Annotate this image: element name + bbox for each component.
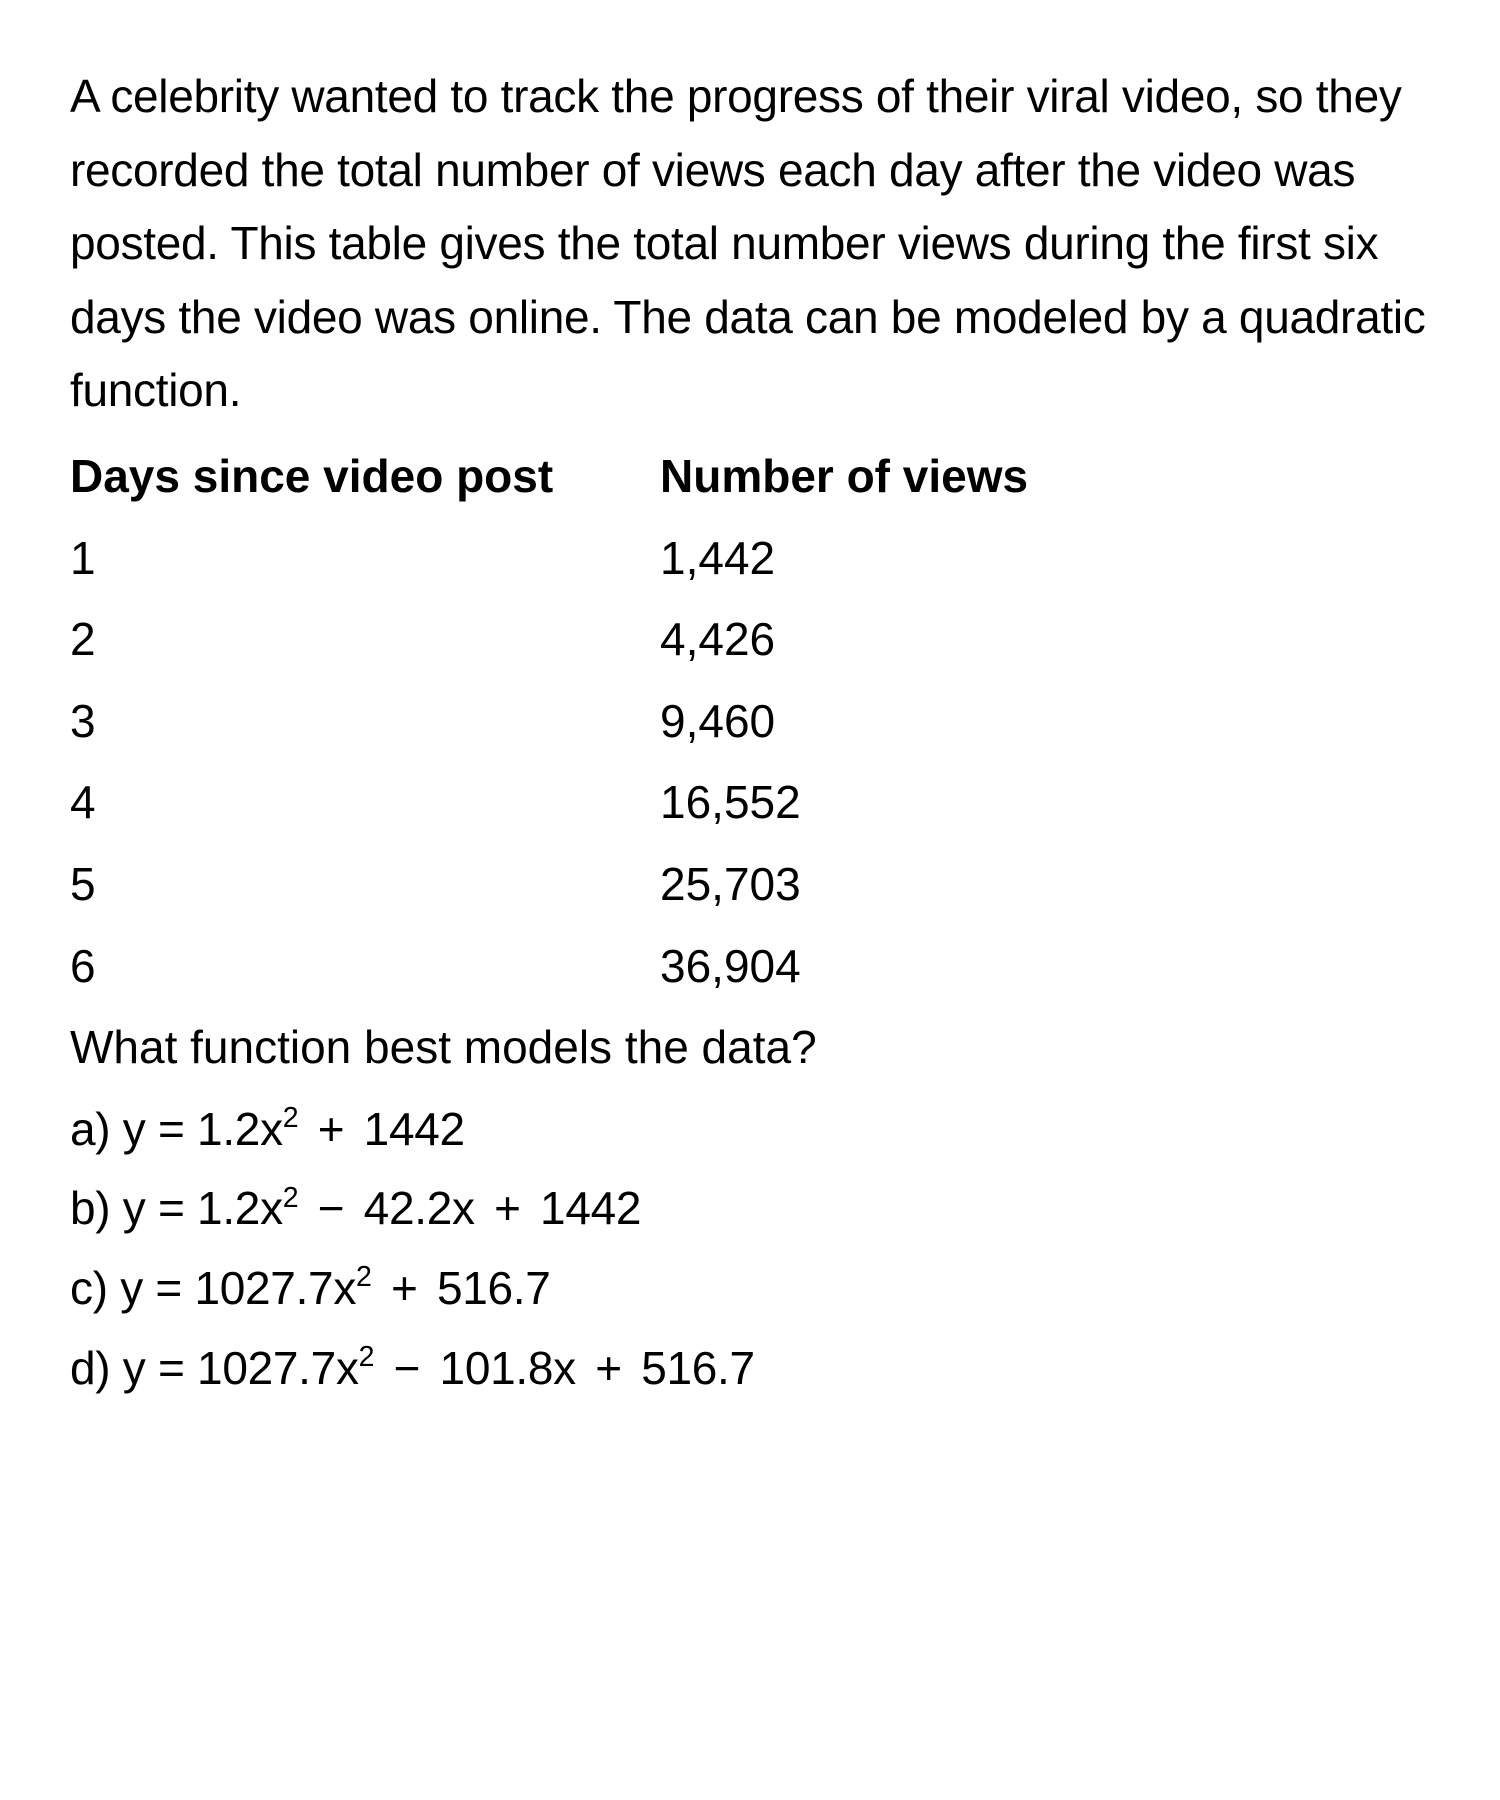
answer-coeff-x: 42.2	[364, 1182, 452, 1234]
answer-coeff-x: 101.8	[440, 1342, 554, 1394]
answer-constant: 516.7	[437, 1262, 551, 1314]
exponent: 2	[283, 1102, 299, 1134]
table-cell-days: 3	[70, 685, 660, 759]
table-row: 2 4,426	[70, 603, 1430, 677]
table-row: 3 9,460	[70, 685, 1430, 759]
table-cell-views: 36,904	[660, 930, 1430, 1004]
plus-sign: +	[318, 1103, 345, 1155]
answer-label: b)	[70, 1182, 110, 1234]
table-cell-days: 2	[70, 603, 660, 677]
table-cell-views: 1,442	[660, 522, 1430, 596]
answer-option-d: d) y = 1027.7x2 − 101.8x + 516.7	[70, 1332, 1430, 1406]
question-text: What function best models the data?	[70, 1011, 1430, 1085]
plus-sign: +	[595, 1342, 622, 1394]
answer-coeff-x2: 1.2	[197, 1103, 260, 1155]
table-row: 4 16,552	[70, 766, 1430, 840]
table-header-days: Days since video post	[70, 440, 660, 514]
answer-option-a: a) y = 1.2x2 + 1442	[70, 1093, 1430, 1167]
answer-lhs: y	[123, 1342, 146, 1394]
answer-option-c: c) y = 1027.7x2 + 516.7	[70, 1252, 1430, 1326]
answer-label: c)	[70, 1262, 108, 1314]
table-cell-views: 4,426	[660, 603, 1430, 677]
table-cell-days: 6	[70, 930, 660, 1004]
table-header-row: Days since video post Number of views	[70, 440, 1430, 514]
answer-lhs: y	[123, 1103, 146, 1155]
table-cell-views: 9,460	[660, 685, 1430, 759]
answer-lhs: y	[120, 1262, 143, 1314]
table-row: 5 25,703	[70, 848, 1430, 922]
table-cell-views: 25,703	[660, 848, 1430, 922]
table-row: 6 36,904	[70, 930, 1430, 1004]
table-cell-days: 1	[70, 522, 660, 596]
exponent: 2	[356, 1261, 372, 1293]
table-header-views: Number of views	[660, 440, 1430, 514]
answer-constant: 1442	[364, 1103, 465, 1155]
answer-label: d)	[70, 1342, 110, 1394]
problem-intro-text: A celebrity wanted to track the progress…	[70, 60, 1430, 428]
answer-constant: 1442	[540, 1182, 641, 1234]
answer-option-b: b) y = 1.2x2 − 42.2x + 1442	[70, 1172, 1430, 1246]
data-table: Days since video post Number of views 1 …	[70, 440, 1430, 1003]
plus-sign: +	[391, 1262, 418, 1314]
table-row: 1 1,442	[70, 522, 1430, 596]
table-cell-views: 16,552	[660, 766, 1430, 840]
minus-sign: −	[318, 1182, 345, 1234]
plus-sign: +	[494, 1182, 521, 1234]
table-cell-days: 4	[70, 766, 660, 840]
answer-lhs: y	[123, 1182, 146, 1234]
answer-coeff-x2: 1.2	[197, 1182, 260, 1234]
table-cell-days: 5	[70, 848, 660, 922]
answer-label: a)	[70, 1103, 110, 1155]
answer-coeff-x2: 1027.7	[194, 1262, 333, 1314]
exponent: 2	[359, 1341, 375, 1373]
exponent: 2	[283, 1182, 299, 1214]
answer-constant: 516.7	[641, 1342, 755, 1394]
answer-coeff-x2: 1027.7	[197, 1342, 336, 1394]
minus-sign: −	[394, 1342, 421, 1394]
